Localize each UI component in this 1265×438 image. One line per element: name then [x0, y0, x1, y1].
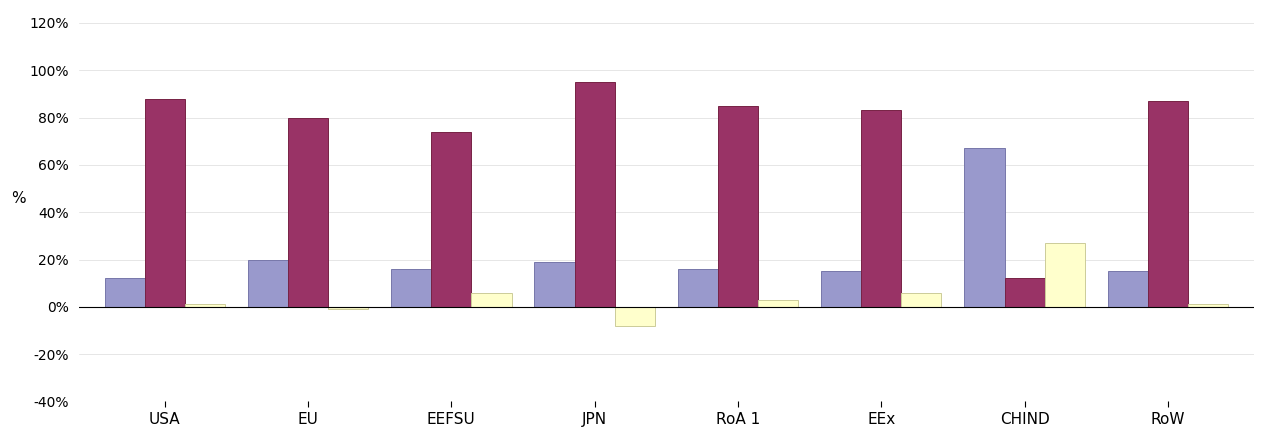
Bar — [105, 279, 144, 307]
Bar — [248, 260, 288, 307]
Bar — [391, 269, 431, 307]
Bar — [678, 269, 719, 307]
Bar — [144, 99, 185, 307]
Bar — [902, 293, 941, 307]
Bar — [472, 293, 511, 307]
Bar — [1147, 101, 1188, 307]
Bar — [574, 82, 615, 307]
Bar — [431, 132, 472, 307]
Bar — [821, 272, 861, 307]
Bar — [964, 148, 1004, 307]
Bar — [535, 262, 574, 307]
Bar — [719, 106, 758, 307]
Bar — [288, 117, 328, 307]
Bar — [758, 300, 798, 307]
Y-axis label: %: % — [11, 191, 25, 206]
Bar — [1108, 272, 1147, 307]
Bar — [1045, 243, 1085, 307]
Bar — [1188, 304, 1228, 307]
Bar — [328, 307, 368, 309]
Bar — [1004, 279, 1045, 307]
Bar — [185, 304, 225, 307]
Bar — [861, 110, 902, 307]
Bar — [615, 307, 655, 326]
